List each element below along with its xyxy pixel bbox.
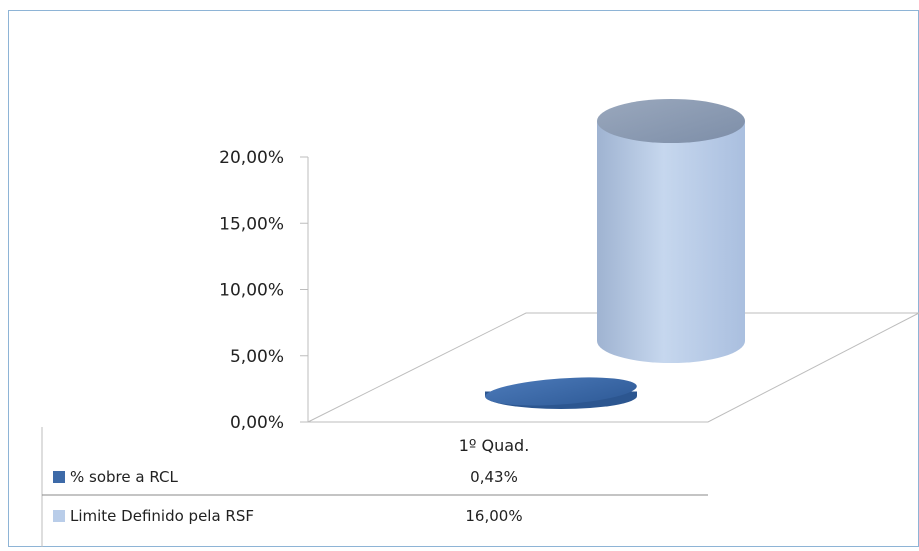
chart-border	[8, 10, 919, 547]
category-label: 1º Quad.	[459, 436, 530, 455]
legend-swatch-series-1	[53, 471, 65, 483]
legend-label-series-1: % sobre a RCL	[70, 468, 178, 486]
legend-swatch-series-2	[53, 510, 65, 522]
y-tick-label: 5,00%	[230, 347, 284, 367]
bar-cylinder-limite-rsf	[597, 99, 745, 363]
bar-cylinder-rcl	[485, 377, 637, 409]
bar-disc-top	[485, 377, 637, 406]
chart-floor	[307, 312, 919, 423]
y-tick-label: 10,00%	[219, 281, 284, 301]
bar-cylinder-body	[597, 121, 745, 363]
y-tick-label: 0,00%	[230, 413, 284, 433]
legend-label-series-2: Limite Definido pela RSF	[70, 507, 254, 525]
bar-cylinder-top	[597, 99, 745, 143]
data-table: % sobre a RCL 0,43% Limite Definido pela…	[41, 427, 708, 547]
table-value-series-1: 0,43%	[470, 468, 518, 486]
y-axis-ticks: 0,00% 5,00% 10,00% 15,00% 20,00%	[219, 148, 308, 433]
chart-marks	[485, 99, 745, 409]
y-tick-label: 20,00%	[219, 148, 284, 168]
y-tick-label: 15,00%	[219, 214, 284, 234]
table-value-series-2: 16,00%	[465, 507, 522, 525]
